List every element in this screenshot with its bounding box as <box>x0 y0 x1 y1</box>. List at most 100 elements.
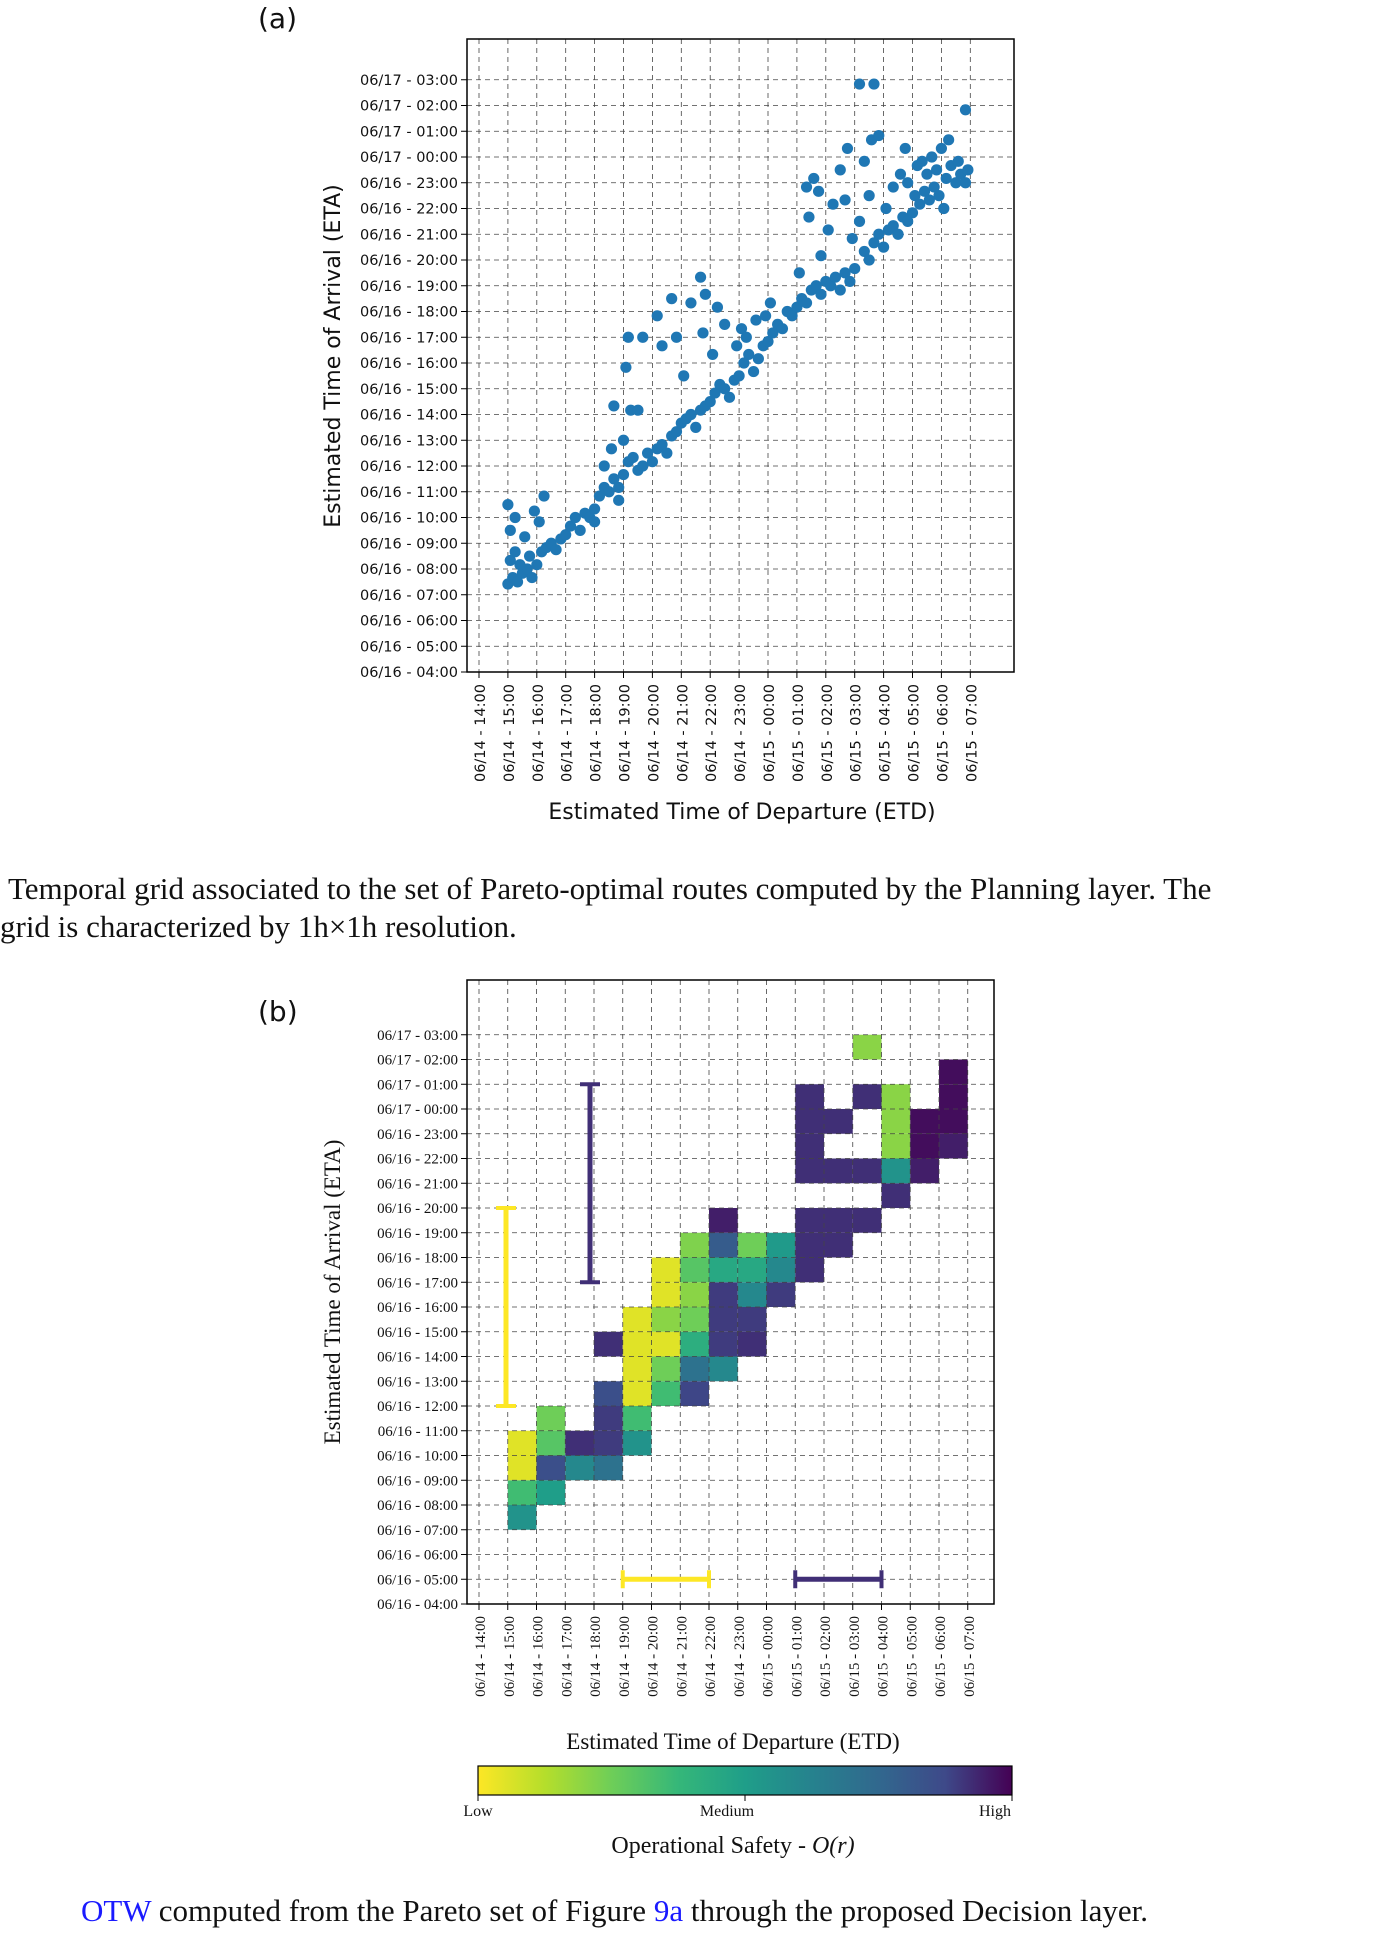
heatmap-cell <box>651 1307 681 1332</box>
scatter-point <box>786 310 798 322</box>
heatmap-cell <box>766 1257 796 1283</box>
heatmap-cell <box>622 1356 652 1382</box>
scatter-point <box>613 494 625 506</box>
scatter-x-ticks: 06/14 - 14:00 06/14 - 15:00 06/14 - 16:00 0… <box>473 672 980 782</box>
scatter-point <box>878 241 890 253</box>
scatter-point <box>791 301 803 313</box>
scatter-point <box>617 468 630 481</box>
scatter-point <box>810 280 822 292</box>
scatter-point <box>564 520 577 532</box>
scatter-point <box>829 271 842 283</box>
scatter-point <box>603 486 615 498</box>
scatter-point <box>935 142 948 155</box>
x-tick-label: 06/15 - 04:00 <box>878 684 894 782</box>
scatter-point <box>902 215 914 227</box>
y-tick-label: 06/16 - 04:00 <box>360 665 458 681</box>
y-tick-label: 06/16 - 13:00 <box>360 433 458 449</box>
scatter-point <box>697 327 709 339</box>
scatter-point <box>868 78 880 90</box>
scatter-point <box>921 168 933 180</box>
otw-link[interactable]: OTW <box>81 1893 152 1928</box>
heatmap-cell <box>680 1331 709 1357</box>
y-tick-label: 06/16 - 04:00 <box>377 1597 458 1613</box>
heatmap-cell <box>594 1430 623 1456</box>
scatter-point <box>678 370 690 382</box>
scatter-point <box>719 383 731 395</box>
y-tick-label: 06/16 - 05:00 <box>360 639 458 655</box>
y-tick-label: 06/17 - 01:00 <box>377 1077 458 1093</box>
heatmap-cell <box>824 1208 853 1233</box>
x-tick-label: 06/15 - 05:00 <box>904 1616 920 1697</box>
scatter-point <box>834 164 846 176</box>
heatmap-cell <box>824 1158 853 1184</box>
heatmap-cell <box>824 1109 853 1134</box>
y-tick-label: 06/17 - 01:00 <box>360 124 458 140</box>
panel-label-a: (a) <box>258 2 297 35</box>
y-tick-label: 06/17 - 00:00 <box>377 1102 458 1118</box>
scatter-point <box>641 447 654 459</box>
scatter-point <box>834 284 846 296</box>
scatter-point <box>533 516 545 528</box>
scatter-point <box>916 155 928 167</box>
scatter-y-ticks: 06/16 - 04:00 06/16 - 05:00 06/16 - 06:00 0… <box>360 73 467 681</box>
heatmap-cell <box>680 1282 709 1307</box>
scatter-point <box>569 511 581 524</box>
scatter-point <box>892 228 904 240</box>
scatter-point <box>752 353 764 365</box>
colorbar-title: Operational Safety - O(r) <box>611 1833 854 1859</box>
heatmap-plot-frame <box>466 979 995 1605</box>
scatter-point <box>930 164 943 176</box>
scatter-point <box>800 297 813 309</box>
heatmap-cell <box>565 1455 594 1481</box>
heatmap-cell <box>594 1406 623 1431</box>
scatter-point <box>858 155 870 167</box>
y-tick-label: 06/16 - 11:00 <box>378 1424 458 1440</box>
scatter-point <box>637 331 649 343</box>
caption-a-line1: Temporal grid associated to the set of P… <box>8 871 1212 906</box>
scatter-point <box>827 198 839 210</box>
scatter-point <box>863 190 875 202</box>
heatmap-cell <box>709 1282 738 1307</box>
scatter-point <box>589 503 601 515</box>
scatter-point <box>733 370 745 382</box>
scatter-point <box>523 550 536 562</box>
scatter-point <box>531 559 543 571</box>
heatmap-y-axis-label: Estimated Time of Arrival (ETA) <box>320 1140 345 1445</box>
scatter-point <box>723 391 736 403</box>
y-tick-label: 06/17 - 00:00 <box>360 150 458 166</box>
scatter-point <box>844 275 856 288</box>
scatter-plot-frame <box>466 38 1015 673</box>
y-tick-label: 06/16 - 09:00 <box>377 1473 458 1489</box>
heatmap-cell <box>795 1158 824 1184</box>
x-tick-label: 06/14 - 20:00 <box>646 1616 662 1697</box>
heatmap-cell <box>795 1232 824 1258</box>
heatmap-cell <box>709 1356 738 1382</box>
heatmap-cell <box>737 1282 767 1307</box>
caption-a-line2-text: grid is characterized by <box>0 909 298 944</box>
caption-b-text2: through the proposed Decision layer. <box>683 1893 1148 1928</box>
heatmap-cell <box>824 1232 853 1258</box>
heatmap-cell <box>795 1109 824 1134</box>
y-tick-label: 06/16 - 06:00 <box>377 1548 458 1564</box>
heatmap-cell <box>536 1430 566 1456</box>
y-tick-label: 06/16 - 18:00 <box>360 305 458 321</box>
scatter-point <box>841 142 854 155</box>
scatter-point <box>909 190 921 202</box>
y-tick-label: 06/16 - 17:00 <box>360 330 458 346</box>
heatmap-cell <box>651 1331 681 1357</box>
heatmap-cell <box>622 1430 652 1456</box>
scatter-point <box>651 310 663 322</box>
y-tick-label: 06/16 - 14:00 <box>377 1350 458 1366</box>
x-tick-label: 06/14 - 19:00 <box>617 1616 633 1697</box>
x-tick-label: 06/14 - 23:00 <box>733 684 749 782</box>
y-tick-label: 06/16 - 22:00 <box>360 202 458 218</box>
scatter-point <box>656 340 668 352</box>
scatter-point <box>694 271 707 283</box>
x-tick-label: 06/14 - 15:00 <box>502 1616 518 1697</box>
scatter-point <box>800 181 813 193</box>
heatmap-cell <box>594 1381 623 1406</box>
figure-9a-link[interactable]: 9a <box>653 1893 684 1928</box>
scatter-point <box>938 202 950 215</box>
y-tick-label: 06/16 - 20:00 <box>360 253 458 269</box>
